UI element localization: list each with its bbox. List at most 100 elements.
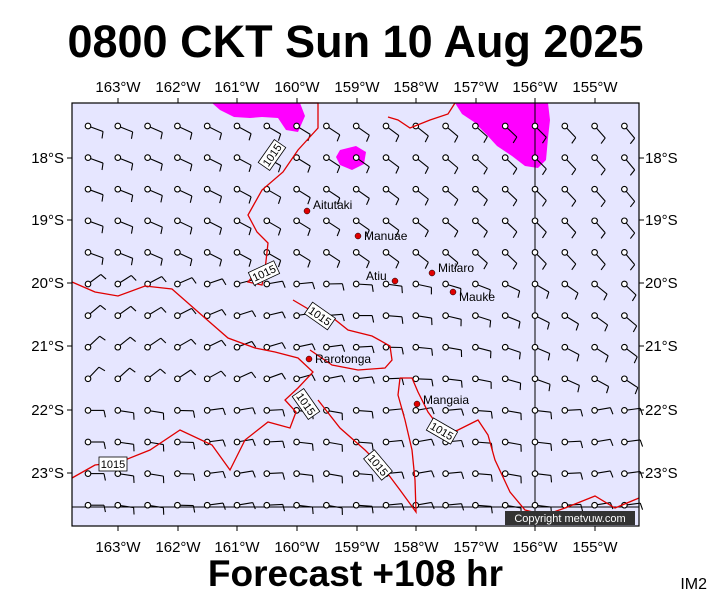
wind-barb xyxy=(621,312,638,333)
wind-barb xyxy=(531,122,547,144)
wind-barb xyxy=(323,154,341,174)
wind-barb xyxy=(412,438,435,446)
wind-barb xyxy=(203,249,223,267)
wind-barb xyxy=(352,470,374,482)
wind-barb xyxy=(621,249,636,271)
lat-label: 23°S xyxy=(645,465,678,482)
wind-barb xyxy=(352,217,370,237)
wind-barb xyxy=(412,249,429,269)
wind-barb xyxy=(293,343,316,351)
place-mauke: Mauke xyxy=(449,288,495,304)
wind-barb xyxy=(442,280,462,296)
wind-barb xyxy=(203,470,226,479)
wind-barb xyxy=(621,438,644,447)
wind-barb xyxy=(84,217,104,234)
place-dot xyxy=(428,269,436,277)
wind-barb xyxy=(591,280,608,301)
wind-barb xyxy=(442,343,463,357)
lat-label: 18°S xyxy=(645,150,678,167)
lon-label: 155°W xyxy=(572,539,618,556)
wind-barb xyxy=(621,122,636,145)
wind-barb xyxy=(174,407,196,418)
wind-barb xyxy=(531,154,547,176)
wind-barb xyxy=(501,501,522,515)
wind-barb xyxy=(203,278,227,288)
wind-barb xyxy=(114,185,134,203)
wind-barb xyxy=(323,470,343,484)
wind-barb xyxy=(561,154,577,176)
wind-barb xyxy=(114,122,134,139)
wind-barb xyxy=(114,275,137,288)
wind-barb xyxy=(293,470,314,483)
wind-barb xyxy=(621,185,636,208)
place-dot xyxy=(449,288,457,296)
rain-area xyxy=(455,103,550,168)
wind-barb xyxy=(561,249,577,271)
wind-barb xyxy=(472,312,492,328)
place-mangaia: Mangaia xyxy=(413,393,469,408)
wind-barb xyxy=(203,370,227,383)
wind-barb xyxy=(501,438,522,452)
wind-barb xyxy=(561,375,580,393)
wind-barb xyxy=(323,249,341,268)
wind-barb xyxy=(472,217,488,238)
image-code: IM2 xyxy=(680,576,707,593)
svg-text:Copyright metvuw.com: Copyright metvuw.com xyxy=(514,513,625,525)
wind-barb xyxy=(174,470,196,481)
wind-barb xyxy=(144,501,165,515)
wind-barb xyxy=(323,122,341,142)
wind-barb xyxy=(382,343,404,355)
wind-barb xyxy=(442,154,459,175)
place-rarotonga: Rarotonga xyxy=(305,352,371,366)
wind-barb xyxy=(323,280,345,291)
wind-barb xyxy=(501,122,518,144)
rain-area xyxy=(336,146,366,170)
wind-barb xyxy=(531,280,550,299)
isobar-label: 1015 xyxy=(98,456,128,472)
wind-barb xyxy=(293,185,311,205)
wind-barb xyxy=(442,122,459,143)
wind-barb xyxy=(621,407,644,416)
wind-barb xyxy=(203,154,223,172)
forecast-title: 0800 CKT Sun 10 Aug 2025 xyxy=(67,16,644,67)
wind-barb xyxy=(174,307,197,319)
wind-barb xyxy=(84,249,104,265)
wind-barb xyxy=(263,470,286,480)
wind-barb xyxy=(412,312,433,326)
svg-text:1015: 1015 xyxy=(101,459,125,471)
wind-barb xyxy=(531,438,553,451)
wind-barb xyxy=(114,305,137,319)
lon-label: 158°W xyxy=(393,79,439,96)
lat-label: 20°S xyxy=(645,275,678,292)
wind-barb xyxy=(472,280,491,297)
wind-barb xyxy=(472,122,488,143)
wind-barb xyxy=(144,306,167,319)
map-frame xyxy=(71,102,640,527)
wind-barb xyxy=(442,375,463,388)
wind-barb xyxy=(84,274,107,288)
wind-barb xyxy=(203,501,226,510)
wind-barb xyxy=(84,366,106,383)
wind-barb xyxy=(412,407,435,415)
lon-label: 157°W xyxy=(453,79,499,96)
wind-barb xyxy=(114,470,135,483)
wind-barb xyxy=(382,217,400,237)
wind-barb xyxy=(114,154,134,171)
wind-barb xyxy=(561,407,584,417)
wind-barb xyxy=(591,407,614,415)
wind-barb xyxy=(233,501,256,510)
wind-barb xyxy=(293,501,314,515)
wind-barb xyxy=(84,185,104,202)
wind-barb xyxy=(591,249,606,271)
wind-barb xyxy=(442,249,459,270)
wind-barb xyxy=(591,217,606,239)
wind-barb xyxy=(531,501,553,515)
place-dot xyxy=(354,232,362,240)
wind-barb xyxy=(621,217,636,239)
wind-barb xyxy=(203,407,226,416)
wind-barb xyxy=(323,375,346,383)
isobar-line xyxy=(400,377,640,516)
wind-barb xyxy=(621,375,639,395)
wind-barb xyxy=(412,280,432,295)
forecast-lead-time: Forecast +108 hr xyxy=(207,553,504,594)
